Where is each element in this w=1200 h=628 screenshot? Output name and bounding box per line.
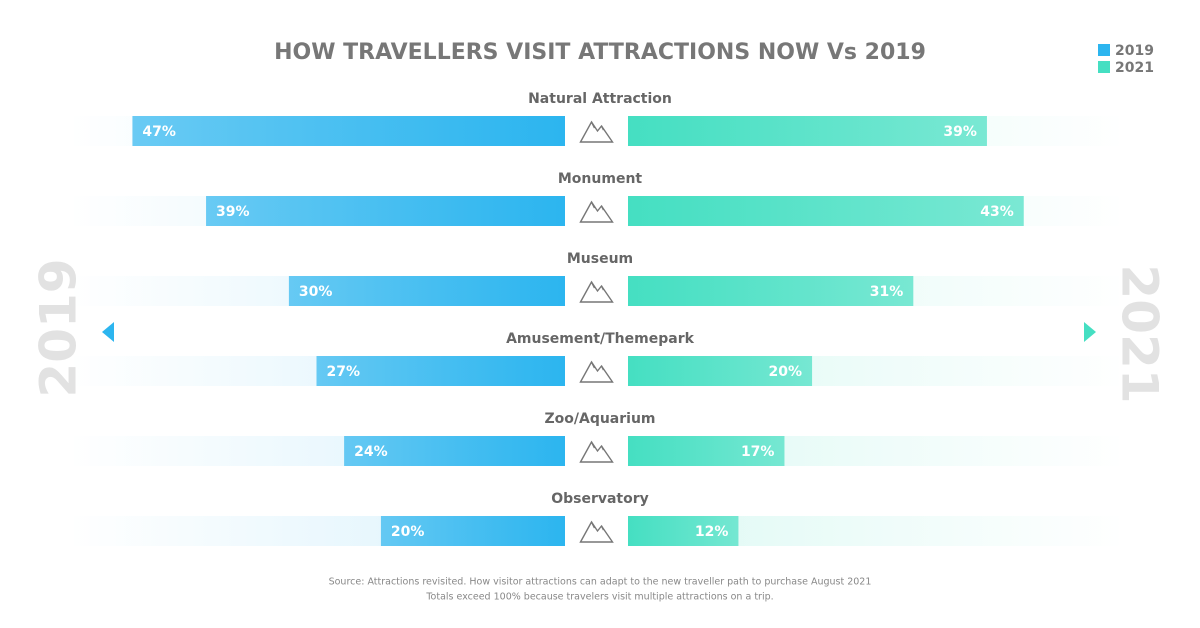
arrow-left [102,322,114,342]
legend-label: 2019 [1115,43,1154,59]
bar [288,276,565,306]
category-label: Museum [567,251,633,267]
value-label: 30% [299,284,333,300]
value-label: 43% [980,204,1014,220]
category-label: Observatory [551,491,649,507]
category-icon [579,360,614,383]
value-label: 47% [142,124,176,140]
legend-swatch [1098,61,1110,73]
bar [316,356,565,386]
icon-shape [579,440,614,463]
icon-shape [579,200,614,223]
bar [380,516,565,546]
bar [628,116,987,146]
category-icon [579,280,614,303]
icon-shape [579,120,614,143]
category-label: Monument [558,171,643,187]
bar [628,196,1024,226]
icon-shape [579,360,614,383]
icon-shape [590,441,605,451]
icon-shape [590,121,605,131]
bar [206,196,566,226]
bar [132,116,566,146]
chart-title: HOW TRAVELLERS VISIT ATTRACTIONS NOW Vs … [274,40,926,65]
legend-swatch [1098,44,1110,56]
icon-shape [590,201,605,211]
icon-shape [590,361,605,371]
value-label: 31% [870,284,904,300]
category-label: Natural Attraction [528,91,672,107]
category-label: Zoo/Aquarium [544,411,655,427]
value-label: 12% [695,524,729,540]
value-label: 17% [741,444,775,460]
icon-shape [579,520,614,543]
bar [628,436,785,466]
bar [344,436,565,466]
value-label: 39% [943,124,977,140]
bar [628,356,813,386]
source-note: Totals exceed 100% because travelers vis… [425,592,773,603]
category-icon [579,200,614,223]
bar [628,516,739,546]
category-label: Amusement/Themepark [506,331,695,347]
icon-shape [590,521,605,531]
value-label: 20% [391,524,425,540]
value-label: 39% [216,204,250,220]
legend-label: 2021 [1115,60,1154,76]
category-icon [579,520,614,543]
icon-shape [590,281,605,291]
source-note: Source: Attractions revisited. How visit… [329,577,872,588]
value-label: 27% [327,364,361,380]
bar [628,276,914,306]
value-label: 20% [769,364,803,380]
category-icon [579,120,614,143]
icon-shape [579,280,614,303]
arrow-right [1084,322,1096,342]
category-icon [579,440,614,463]
value-label: 24% [354,444,388,460]
